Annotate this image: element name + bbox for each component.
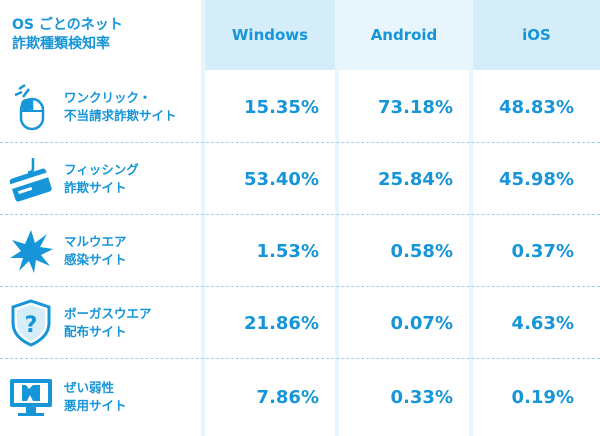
android-value: 73.18% xyxy=(339,72,469,142)
row-category: ? ボーガスウエア 配布サイト xyxy=(0,288,200,358)
column-divider xyxy=(201,0,205,436)
table-row-malware: マルウエア 感染サイト 1.53% 0.58% 0.37% xyxy=(0,216,600,286)
row-label: ぜい弱性 悪用サイト xyxy=(64,380,127,413)
row-category: ぜい弱性 悪用サイト xyxy=(0,362,200,432)
row-divider xyxy=(0,214,600,215)
svg-text:?: ? xyxy=(25,313,38,338)
windows-value: 1.53% xyxy=(205,216,335,286)
row-label: ワンクリック・ 不当請求詐欺サイト xyxy=(64,90,177,123)
row-label: マルウエア 感染サイト xyxy=(64,234,127,267)
android-value: 0.33% xyxy=(339,362,469,432)
row-label: フィッシング 詐欺サイト xyxy=(64,162,139,195)
burst-icon xyxy=(6,226,56,276)
row-divider xyxy=(0,286,600,287)
windows-value: 21.86% xyxy=(205,288,335,358)
row-category: マルウエア 感染サイト xyxy=(0,216,200,286)
column-header-ios: iOS xyxy=(473,0,600,70)
column-header-android: Android xyxy=(339,0,469,70)
row-divider xyxy=(0,358,600,359)
table-title-cell: OS ごとのネット 詐欺種類検知率 xyxy=(0,0,200,70)
row-category: ワンクリック・ 不当請求詐欺サイト xyxy=(0,72,200,142)
broken-monitor-icon xyxy=(6,372,56,422)
column-divider xyxy=(335,0,339,436)
table-row-phishing: フィッシング 詐欺サイト 53.40% 25.84% 45.98% xyxy=(0,144,600,214)
android-value: 0.58% xyxy=(339,216,469,286)
ios-value: 45.98% xyxy=(473,144,600,214)
row-category: フィッシング 詐欺サイト xyxy=(0,144,200,214)
android-value: 0.07% xyxy=(339,288,469,358)
ios-value: 48.83% xyxy=(473,72,600,142)
ios-value: 0.37% xyxy=(473,216,600,286)
column-header-windows: Windows xyxy=(205,0,335,70)
shield-question-icon: ? xyxy=(6,298,56,348)
table-row-vulnerability: ぜい弱性 悪用サイト 7.86% 0.33% 0.19% xyxy=(0,362,600,432)
mouse-icon xyxy=(6,82,56,132)
row-divider xyxy=(0,142,600,143)
table-title: OS ごとのネット 詐欺種類検知率 xyxy=(12,17,123,52)
table-row-one-click: ワンクリック・ 不当請求詐欺サイト 15.35% 73.18% 48.83% xyxy=(0,72,600,142)
column-divider xyxy=(469,0,473,436)
credit-card-hook-icon xyxy=(6,154,56,204)
android-value: 25.84% xyxy=(339,144,469,214)
windows-value: 15.35% xyxy=(205,72,335,142)
ios-value: 0.19% xyxy=(473,362,600,432)
row-label: ボーガスウエア 配布サイト xyxy=(64,306,152,339)
windows-value: 7.86% xyxy=(205,362,335,432)
windows-value: 53.40% xyxy=(205,144,335,214)
table-row-bogusware: ? ボーガスウエア 配布サイト 21.86% 0.07% 4.63% xyxy=(0,288,600,358)
ios-value: 4.63% xyxy=(473,288,600,358)
